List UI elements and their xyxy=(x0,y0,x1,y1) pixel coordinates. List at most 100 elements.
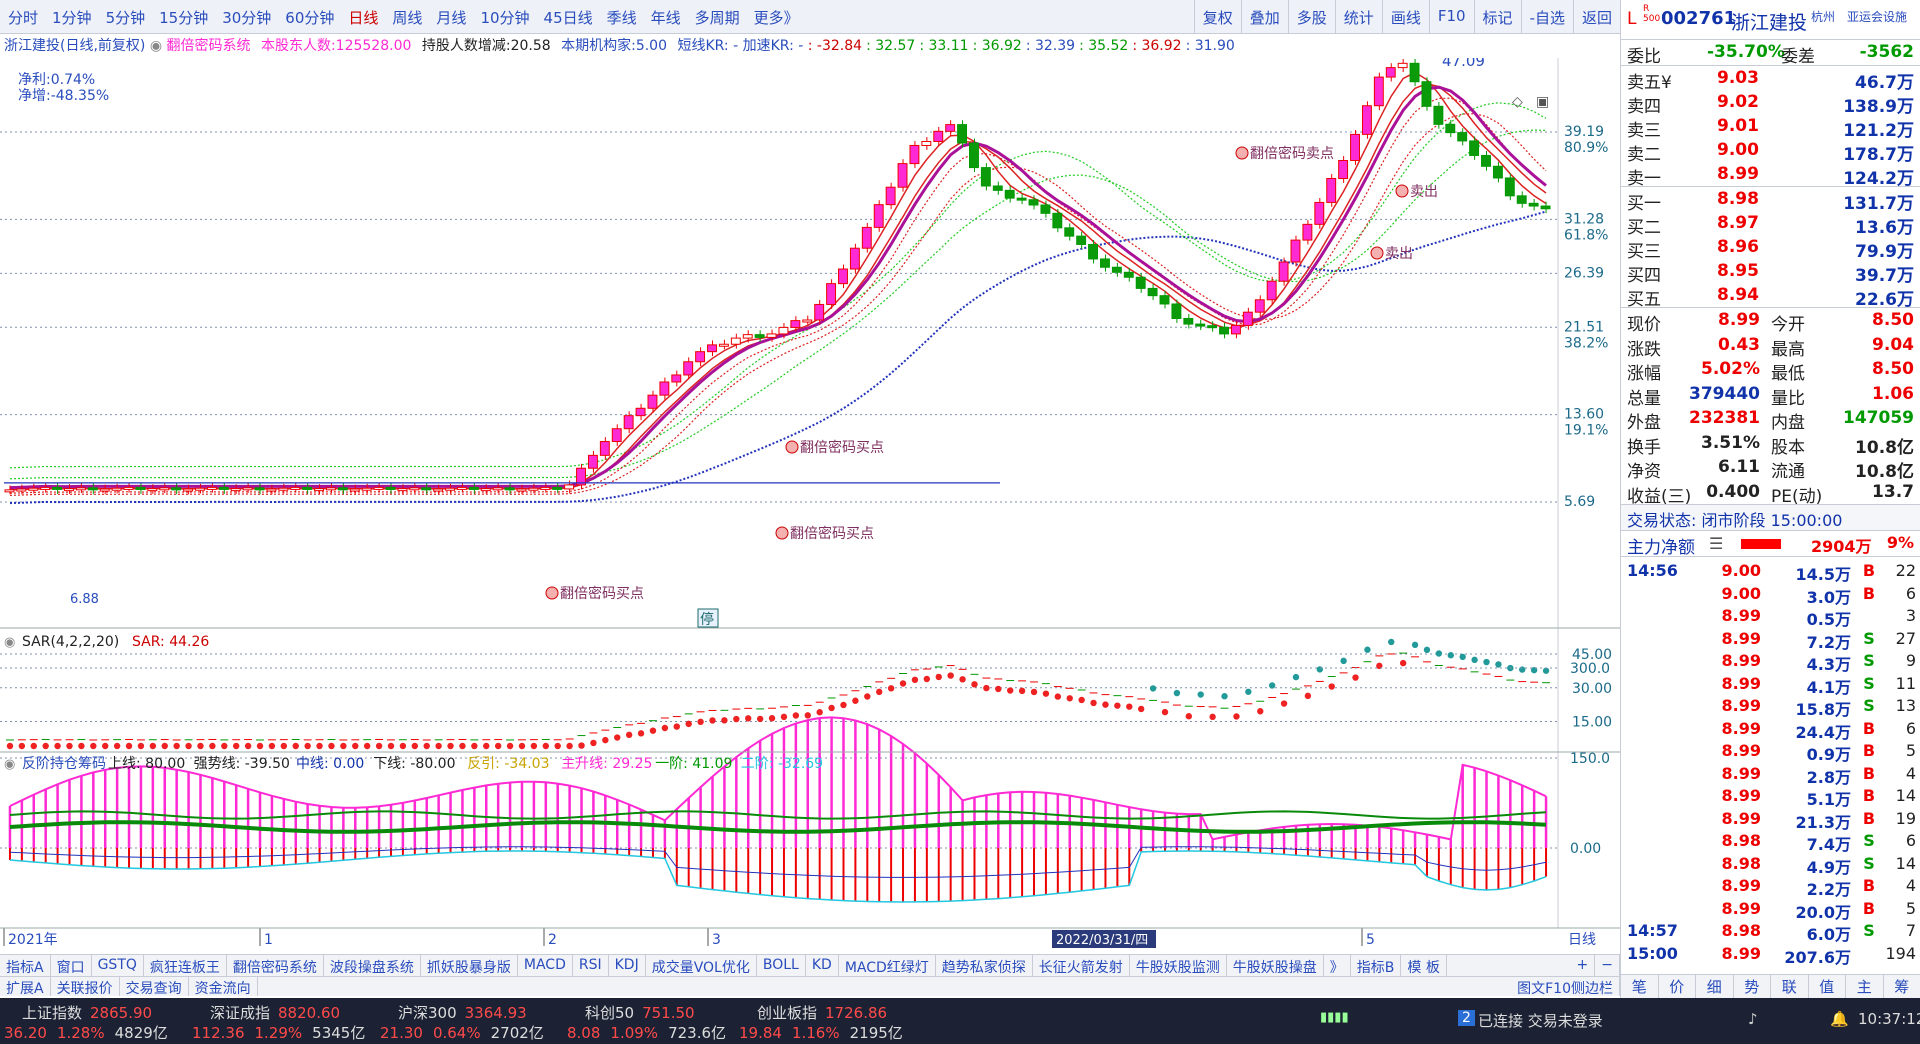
candle[interactable] xyxy=(504,487,515,491)
candle[interactable] xyxy=(945,124,956,132)
tool-button-3[interactable]: 统计 xyxy=(1334,0,1382,34)
quote-tab[interactable]: 联 xyxy=(1771,975,1809,998)
period-tab-3[interactable]: 15分钟 xyxy=(159,9,209,27)
candle[interactable] xyxy=(230,488,241,492)
extension-tab[interactable]: 交易查询 xyxy=(120,977,189,997)
indicator-tab[interactable]: 趋势私家侦探 xyxy=(936,955,1033,976)
tool-button-6[interactable]: 标记 xyxy=(1473,0,1521,34)
bids-row[interactable]: 买三 8.96 79.9万 xyxy=(1621,235,1920,262)
candle[interactable] xyxy=(361,487,372,491)
candle[interactable] xyxy=(1052,212,1063,229)
tick-row[interactable]: 8.99 2.8万 B 4 xyxy=(1621,764,1920,787)
candle[interactable] xyxy=(802,319,813,323)
candle[interactable] xyxy=(599,441,610,456)
candle[interactable] xyxy=(1326,177,1337,203)
indicator-tab[interactable]: KDJ xyxy=(609,955,646,976)
candle[interactable] xyxy=(266,488,277,492)
candle[interactable] xyxy=(635,407,646,417)
candle[interactable] xyxy=(1278,261,1289,282)
candle[interactable] xyxy=(528,487,539,491)
candle[interactable] xyxy=(1469,140,1480,156)
index-item[interactable]: 深证成指 8820.60 xyxy=(210,1002,340,1023)
candle[interactable] xyxy=(1064,227,1075,237)
candle[interactable] xyxy=(492,487,503,491)
restore-icon[interactable]: ◇ xyxy=(1512,94,1523,110)
quote-tab[interactable]: 细 xyxy=(1696,975,1734,998)
candle[interactable] xyxy=(1171,303,1182,319)
candle[interactable] xyxy=(969,142,979,169)
candle[interactable] xyxy=(1290,239,1301,263)
candle[interactable] xyxy=(861,226,872,249)
tool-button-7[interactable]: -自选 xyxy=(1520,0,1573,34)
candle[interactable] xyxy=(766,333,777,338)
candle[interactable] xyxy=(790,320,801,328)
tick-row[interactable]: 9.00 3.0万 B 6 xyxy=(1621,584,1920,607)
region-tag[interactable]: 杭州 xyxy=(1811,10,1836,24)
candle[interactable] xyxy=(1123,271,1134,278)
candle[interactable] xyxy=(909,144,920,165)
candle[interactable] xyxy=(1076,235,1087,245)
candle[interactable] xyxy=(611,428,622,443)
candle[interactable] xyxy=(1159,295,1170,305)
candle[interactable] xyxy=(695,351,706,363)
menu-icon[interactable]: ☰ xyxy=(1709,534,1724,553)
candle[interactable] xyxy=(445,487,455,491)
candle[interactable] xyxy=(980,167,991,187)
extension-tab[interactable]: 资金流向 xyxy=(189,977,258,997)
tick-row[interactable]: 8.99 24.4万 B 6 xyxy=(1621,719,1920,742)
indicator-tab[interactable]: 指标B xyxy=(1351,955,1402,976)
period-tab-5[interactable]: 60分钟 xyxy=(285,9,335,27)
asks-row[interactable]: 卖三 9.01 121.2万 xyxy=(1621,114,1920,141)
candle[interactable] xyxy=(242,487,253,491)
tick-row[interactable]: 8.99 0.9万 B 5 xyxy=(1621,741,1920,764)
tick-row[interactable]: 8.99 4.1万 S 11 xyxy=(1621,674,1920,697)
candle[interactable] xyxy=(1492,165,1503,179)
tool-button-1[interactable]: 叠加 xyxy=(1240,0,1288,34)
asks-row[interactable]: 卖四 9.02 138.9万 xyxy=(1621,90,1920,117)
candle[interactable] xyxy=(1302,223,1313,241)
candle[interactable] xyxy=(1111,266,1122,273)
candle[interactable] xyxy=(1350,133,1360,161)
candle[interactable] xyxy=(897,163,908,188)
remove-tab-button[interactable]: − xyxy=(1595,955,1620,976)
tick-row[interactable]: 14:56 9.00 14.5万 B 22 xyxy=(1621,561,1920,584)
candle[interactable] xyxy=(873,204,884,228)
candle[interactable] xyxy=(421,487,432,491)
tool-button-4[interactable]: 画线 xyxy=(1381,0,1429,34)
concept-tag[interactable]: 亚运会设施 xyxy=(1847,10,1908,24)
candle[interactable] xyxy=(1230,324,1241,335)
candle[interactable] xyxy=(564,484,575,490)
indicator-tab[interactable]: 波段操盘系统 xyxy=(324,955,421,976)
candle[interactable] xyxy=(1183,317,1194,325)
extension-tab[interactable]: 关联报价 xyxy=(51,977,120,997)
candle[interactable] xyxy=(373,486,384,490)
candle[interactable] xyxy=(1100,258,1110,268)
bids-row[interactable]: 买五 8.94 22.6万 xyxy=(1621,283,1920,310)
candle[interactable] xyxy=(135,486,146,490)
candle[interactable] xyxy=(87,487,98,491)
candle[interactable] xyxy=(159,487,170,491)
candle[interactable] xyxy=(1028,199,1039,206)
tick-row[interactable]: 15:00 8.99 207.6万 194 xyxy=(1621,944,1920,967)
candle[interactable] xyxy=(1385,67,1396,78)
candle[interactable] xyxy=(147,488,158,492)
candle[interactable] xyxy=(1433,105,1444,125)
candle[interactable] xyxy=(659,381,670,396)
candle[interactable] xyxy=(1504,177,1515,197)
candle[interactable] xyxy=(1195,323,1206,327)
indicator-tab[interactable]: RSI xyxy=(573,955,609,976)
candle[interactable] xyxy=(326,487,336,491)
add-tab-button[interactable]: + xyxy=(1571,955,1596,976)
candle[interactable] xyxy=(99,488,110,492)
quote-tab[interactable]: 势 xyxy=(1734,975,1771,998)
candle[interactable] xyxy=(1147,287,1158,297)
candle[interactable] xyxy=(1016,197,1027,201)
candle[interactable] xyxy=(730,337,741,345)
candle[interactable] xyxy=(1004,189,1015,199)
candle[interactable] xyxy=(28,487,39,491)
period-tab-1[interactable]: 1分钟 xyxy=(52,9,92,27)
candle[interactable] xyxy=(992,185,1003,191)
candle[interactable] xyxy=(290,486,301,490)
candle[interactable] xyxy=(206,486,217,490)
